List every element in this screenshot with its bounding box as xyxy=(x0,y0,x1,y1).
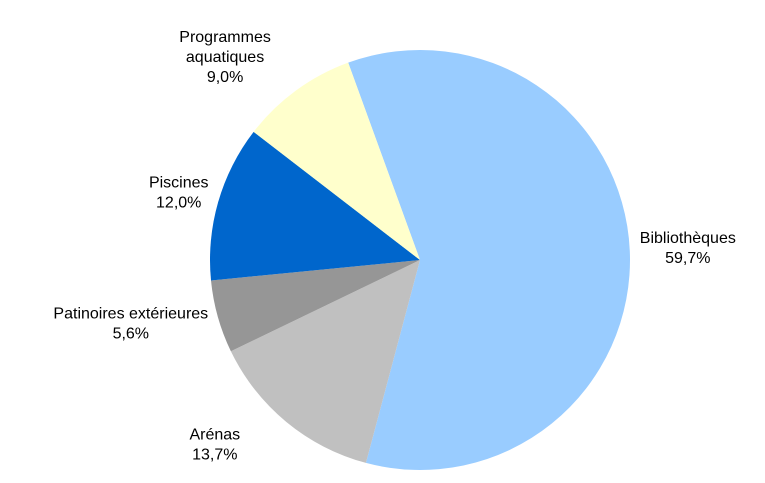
category-label: Programmes aquatiques xyxy=(179,29,271,67)
slice-label: Patinoires extérieures 5,6% xyxy=(53,305,208,345)
value-label: 59,7% xyxy=(665,250,711,268)
slice-label: Piscines 12,0% xyxy=(149,174,209,214)
pie-slice xyxy=(211,260,420,352)
category-label: Patinoires extérieures xyxy=(53,305,209,323)
category-label: Arénas xyxy=(189,425,241,443)
pie-slice xyxy=(230,260,420,463)
pie-slice xyxy=(348,49,630,470)
pie-slice xyxy=(210,131,420,281)
slice-label: Programmes aquatiques 9,0% xyxy=(160,28,290,88)
value-label: 5,6% xyxy=(112,325,150,343)
slice-label: Arénas 13,7% xyxy=(150,425,280,465)
value-label: 9,0% xyxy=(206,69,244,87)
pie-slice xyxy=(253,62,420,260)
category-label: Piscines xyxy=(148,174,209,192)
category-label: Bibliothèques xyxy=(639,230,736,248)
value-label: 12,0% xyxy=(156,194,202,212)
value-label: 13,7% xyxy=(192,445,238,463)
slice-label: Bibliothèques 59,7% xyxy=(640,229,736,269)
